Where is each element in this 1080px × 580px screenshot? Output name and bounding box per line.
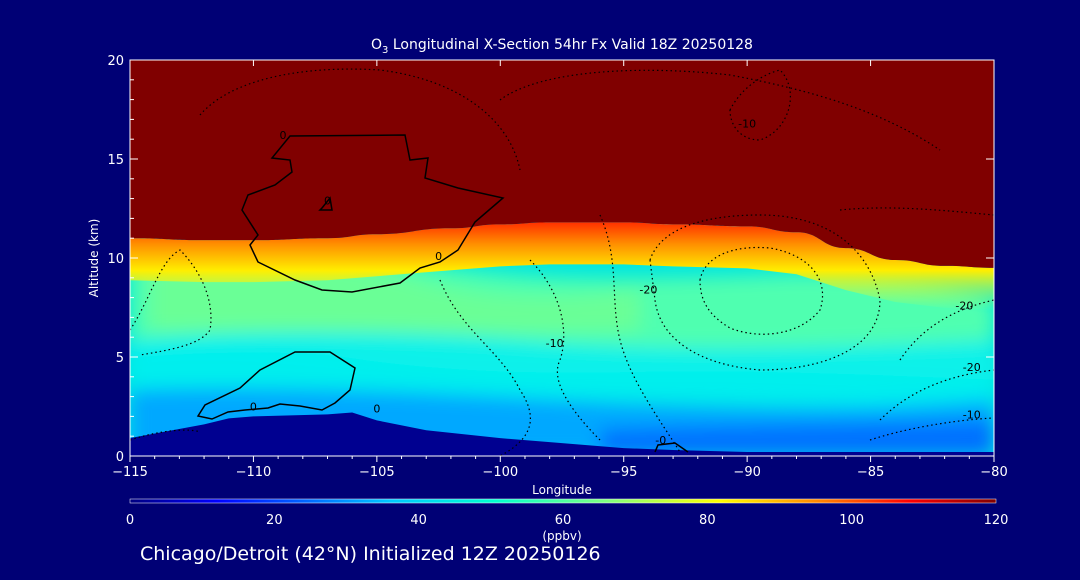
y-axis: 0 5 10 15 20 (107, 54, 994, 465)
y-tick-label: 10 (107, 252, 124, 267)
colorbar-tick-label: 40 (410, 513, 427, 528)
colorbar-tick-label: 0 (126, 513, 134, 528)
contour-label: -20 (639, 284, 657, 297)
central-contour-b (529, 259, 601, 441)
y-tick-label: 0 (116, 450, 124, 465)
colorbar-tick-label: 100 (839, 513, 864, 528)
surface-zero-contour (654, 442, 689, 453)
x-tick-label: −115 (112, 465, 148, 480)
x-tick-label: −105 (359, 465, 395, 480)
colorbar (129, 498, 997, 504)
contour-label: 0 (435, 250, 442, 263)
central-contour-a (439, 279, 531, 456)
terrain-mask (130, 412, 994, 456)
x-axis-label: Longitude (532, 483, 592, 497)
tropopause-transition (130, 222, 994, 310)
x-tick-label: −85 (857, 465, 884, 480)
y-tick-label: 15 (107, 153, 124, 168)
x-tick-label: −90 (733, 465, 760, 480)
small-zero-contour (318, 196, 333, 211)
east-minus-twenty-b (879, 369, 994, 421)
minus-ten-contour (599, 214, 681, 453)
footer-caption: Chicago/Detroit (42°N) Initialized 12Z 2… (140, 543, 601, 565)
upper-east-band (839, 207, 994, 216)
colorbar-tick-label: 20 (266, 513, 283, 528)
y-tick-label: 5 (116, 351, 124, 366)
x-tick-label: −80 (980, 465, 1007, 480)
contour-label: 0 (250, 400, 257, 413)
contour-label: -0 (655, 434, 666, 447)
inner-minimum-contour (699, 246, 824, 335)
y-tick-label: 20 (107, 54, 124, 69)
colorbar-ticks: 0 20 40 60 80 100 120 (126, 513, 1009, 528)
surface-west-contour (130, 429, 201, 441)
contour-label: 0 (324, 195, 331, 208)
contour-label: -10 (738, 117, 756, 130)
high-west-contour (199, 68, 521, 171)
contour-label: -20 (955, 299, 973, 312)
upper-zero-contour (241, 134, 505, 293)
x-tick-label: −95 (610, 465, 637, 480)
lower-zero-contour (196, 351, 356, 420)
contour-labels: 0 0 0 -10 -20 -10 0 0 -0 -20 -20 -10 (250, 117, 981, 447)
high-central-contour (499, 69, 941, 151)
colorbar-tick-label: 80 (699, 513, 716, 528)
contour-label: -10 (546, 337, 564, 350)
x-tick-label: −100 (482, 465, 518, 480)
upper-east-contour (729, 69, 791, 141)
colorbar-tick-label: 60 (555, 513, 572, 528)
plot-area: 0 0 0 -10 -20 -10 0 0 -0 -20 -20 -10 (130, 60, 994, 456)
colorbar-label: (ppbv) (542, 529, 581, 543)
contour-label: 0 (280, 129, 287, 142)
negative-contours (130, 68, 994, 456)
zero-contours (196, 134, 689, 453)
y-axis-label: Altitude (km) (87, 219, 101, 298)
contour-label: 0 (373, 402, 380, 415)
colorbar-tick-label: 120 (984, 513, 1009, 528)
x-tick-label: −110 (236, 465, 272, 480)
contour-label: -10 (963, 408, 981, 421)
contour-label: -20 (963, 361, 981, 374)
chart-title: O3 Longitudinal X-Section 54hr Fx Valid … (371, 37, 753, 56)
x-axis: −115 −110 −105 −100 −95 −90 −85 −80 (112, 60, 1008, 480)
